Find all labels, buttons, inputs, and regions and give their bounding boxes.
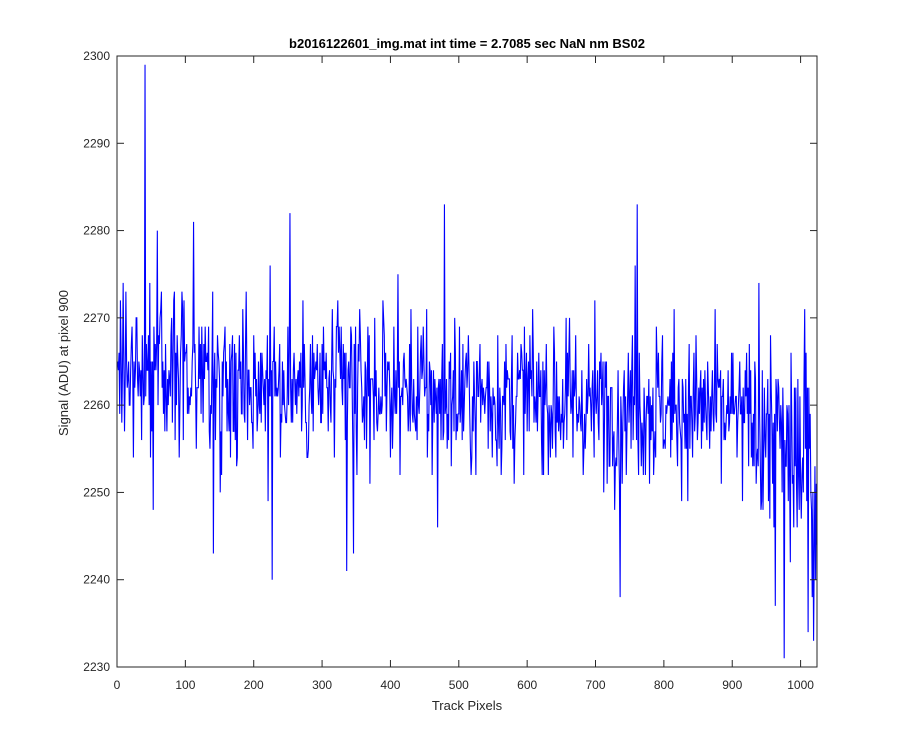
x-tick-label: 400: [380, 678, 400, 692]
y-tick-label: 2280: [83, 224, 110, 238]
y-tick-label: 2290: [83, 136, 110, 150]
x-tick-label: 200: [244, 678, 264, 692]
x-tick-label: 100: [175, 678, 195, 692]
y-tick-label: 2270: [83, 311, 110, 325]
y-tick-label: 2240: [83, 573, 110, 587]
y-tick-label: 2230: [83, 660, 110, 674]
chart-title: b2016122601_img.mat int time = 2.7085 se…: [289, 36, 645, 51]
axes: 0 100 200 300 400 500 600 700 800 900 1000 2230 2240…: [83, 49, 818, 692]
x-axis-label: Track Pixels: [432, 698, 503, 713]
series-line: [117, 64, 817, 659]
axes-box: [116, 55, 818, 668]
y-tick-label: 2250: [83, 485, 110, 499]
x-tick-label: 700: [586, 678, 606, 692]
x-tick-label: 800: [654, 678, 674, 692]
x-tick-label: 0: [114, 678, 121, 692]
x-tick-label: 300: [312, 678, 332, 692]
y-tick-label: 2260: [83, 398, 110, 412]
x-tick-label: 900: [722, 678, 742, 692]
x-tick-label: 1000: [787, 678, 814, 692]
y-tick-label: 2300: [83, 49, 110, 63]
x-tick-label: 500: [449, 678, 469, 692]
plot-area: [117, 64, 817, 659]
y-axis-label: Signal (ADU) at pixel 900: [56, 290, 71, 436]
x-tick-label: 600: [517, 678, 537, 692]
